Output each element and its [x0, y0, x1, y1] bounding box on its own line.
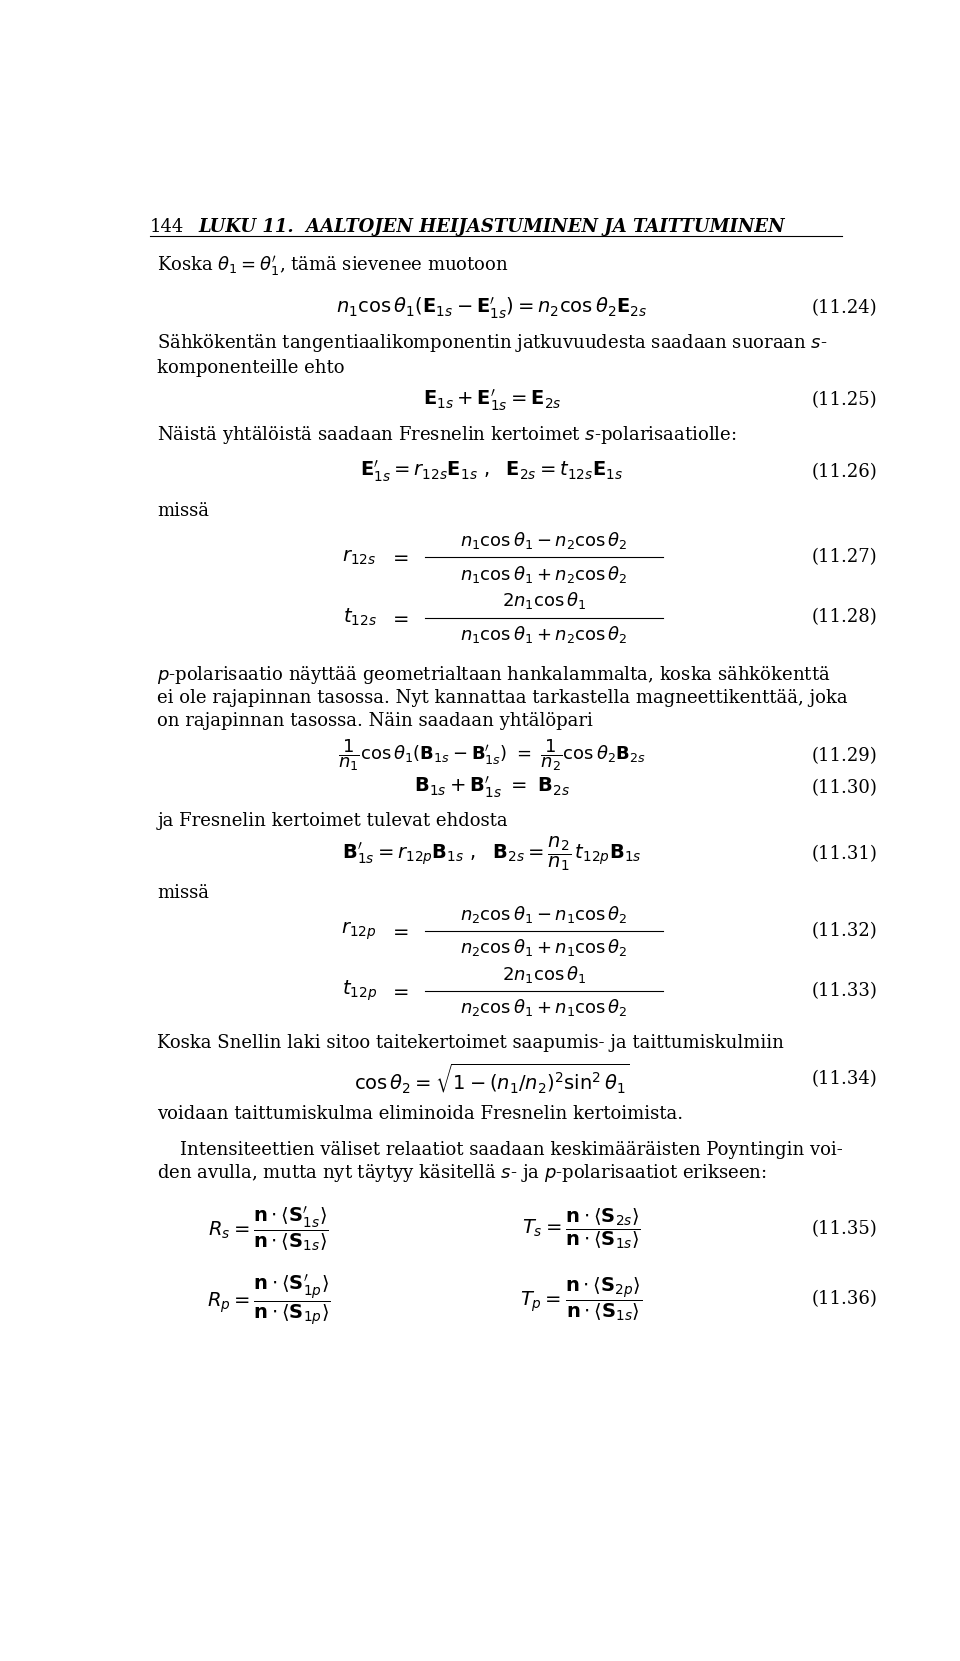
Text: (11.30): (11.30) — [812, 779, 877, 797]
Text: (11.33): (11.33) — [812, 982, 877, 1000]
Text: ei ole rajapinnan tasossa. Nyt kannattaa tarkastella magneettikenttää, joka: ei ole rajapinnan tasossa. Nyt kannattaa… — [157, 689, 848, 708]
Text: $\dfrac{1}{n_1}\cos\theta_1(\mathbf{B}_{1s} - \mathbf{B}_{1s}^{\prime})\ =\ \dfr: $\dfrac{1}{n_1}\cos\theta_1(\mathbf{B}_{… — [338, 737, 646, 774]
Text: $r_{12p}$: $r_{12p}$ — [341, 920, 376, 942]
Text: Sähkökentän tangentiaalikomponentin jatkuvuudesta saadaan suoraan $s$-: Sähkökentän tangentiaalikomponentin jatk… — [157, 332, 828, 354]
Text: $2n_1\cos\theta_1$: $2n_1\cos\theta_1$ — [502, 590, 587, 611]
Text: $n_2\cos\theta_1 + n_1\cos\theta_2$: $n_2\cos\theta_1 + n_1\cos\theta_2$ — [460, 937, 628, 958]
Text: $n_2\cos\theta_1 + n_1\cos\theta_2$: $n_2\cos\theta_1 + n_1\cos\theta_2$ — [460, 997, 628, 1018]
Text: $n_1\cos\theta_1 + n_2\cos\theta_2$: $n_1\cos\theta_1 + n_2\cos\theta_2$ — [460, 563, 628, 585]
Text: ja Fresnelin kertoimet tulevat ehdosta: ja Fresnelin kertoimet tulevat ehdosta — [157, 812, 508, 830]
Text: $R_s = \dfrac{\mathbf{n}\cdot\langle\mathbf{S}_{1s}^{\prime}\rangle}{\mathbf{n}\: $R_s = \dfrac{\mathbf{n}\cdot\langle\mat… — [208, 1204, 329, 1254]
Text: (11.32): (11.32) — [812, 922, 877, 940]
Text: $=$: $=$ — [389, 608, 409, 626]
Text: missä: missä — [157, 502, 209, 520]
Text: (11.36): (11.36) — [812, 1291, 877, 1309]
Text: missä: missä — [157, 884, 209, 902]
Text: $R_p = \dfrac{\mathbf{n}\cdot\langle\mathbf{S}_{1p}^{\prime}\rangle}{\mathbf{n}\: $R_p = \dfrac{\mathbf{n}\cdot\langle\mat… — [207, 1272, 330, 1327]
Text: $t_{12s}$: $t_{12s}$ — [343, 606, 376, 628]
Text: komponenteille ehto: komponenteille ehto — [157, 359, 345, 377]
Text: $t_{12p}$: $t_{12p}$ — [342, 978, 376, 1003]
Text: 144: 144 — [150, 219, 184, 236]
Text: (11.28): (11.28) — [812, 608, 877, 626]
Text: (11.25): (11.25) — [812, 390, 877, 409]
Text: on rajapinnan tasossa. Näin saadaan yhtälöpari: on rajapinnan tasossa. Näin saadaan yhtä… — [157, 713, 593, 731]
Text: $=$: $=$ — [389, 982, 409, 1000]
Text: $n_2\cos\theta_1 - n_1\cos\theta_2$: $n_2\cos\theta_1 - n_1\cos\theta_2$ — [460, 904, 628, 925]
Text: $n_1 \cos\theta_1(\mathbf{E}_{1s} - \mathbf{E}_{1s}^{\prime}) = n_2 \cos\theta_2: $n_1 \cos\theta_1(\mathbf{E}_{1s} - \mat… — [336, 296, 648, 321]
Text: (11.31): (11.31) — [812, 845, 877, 864]
Text: Koska Snellin laki sitoo taitekertoimet saapumis- ja taittumiskulmiin: Koska Snellin laki sitoo taitekertoimet … — [157, 1035, 784, 1053]
Text: $=$: $=$ — [389, 922, 409, 940]
Text: den avulla, mutta nyt täytyy käsitellä $s$- ja $p$-polarisaatiot erikseen:: den avulla, mutta nyt täytyy käsitellä $… — [157, 1161, 767, 1184]
Text: $p$-polarisaatio näyttää geometrialtaan hankalammalta, koska sähkökenttä: $p$-polarisaatio näyttää geometrialtaan … — [157, 664, 830, 686]
Text: $T_s = \dfrac{\mathbf{n}\cdot\langle\mathbf{S}_{2s}\rangle}{\mathbf{n}\cdot\lang: $T_s = \dfrac{\mathbf{n}\cdot\langle\mat… — [522, 1206, 640, 1251]
Text: (11.29): (11.29) — [812, 747, 877, 764]
Text: $=$: $=$ — [389, 548, 409, 566]
Text: $\mathbf{B}_{1s} + \mathbf{B}_{1s}^{\prime}\ =\ \mathbf{B}_{2s}$: $\mathbf{B}_{1s} + \mathbf{B}_{1s}^{\pri… — [414, 776, 570, 801]
Text: (11.24): (11.24) — [812, 299, 877, 317]
Text: $\mathbf{B}_{1s}^{\prime} = r_{12p}\mathbf{B}_{1s}\ ,\ \ \mathbf{B}_{2s} = \dfra: $\mathbf{B}_{1s}^{\prime} = r_{12p}\math… — [342, 835, 642, 874]
Text: Intensiteettien väliset relaatiot saadaan keskimääräisten Poyntingin voi-: Intensiteettien väliset relaatiot saadaa… — [157, 1141, 843, 1159]
Text: $n_1\cos\theta_1 - n_2\cos\theta_2$: $n_1\cos\theta_1 - n_2\cos\theta_2$ — [460, 530, 628, 551]
Text: $T_p = \dfrac{\mathbf{n}\cdot\langle\mathbf{S}_{2p}\rangle}{\mathbf{n}\cdot\lang: $T_p = \dfrac{\mathbf{n}\cdot\langle\mat… — [520, 1276, 642, 1322]
Text: Koska $\theta_1 = \theta_1^{\prime}$, tämä sievenee muotoon: Koska $\theta_1 = \theta_1^{\prime}$, tä… — [157, 254, 509, 277]
Text: (11.26): (11.26) — [812, 463, 877, 480]
Text: Näistä yhtälöistä saadaan Fresnelin kertoimet $s$-polarisaatiolle:: Näistä yhtälöistä saadaan Fresnelin kert… — [157, 424, 736, 445]
Text: LUKU 11.  AALTOJEN HEIJASTUMINEN JA TAITTUMINEN: LUKU 11. AALTOJEN HEIJASTUMINEN JA TAITT… — [199, 219, 785, 236]
Text: (11.27): (11.27) — [812, 548, 877, 566]
Text: $\mathbf{E}_{1s}^{\prime} = r_{12s}\mathbf{E}_{1s}\ ,\ \ \mathbf{E}_{2s} = t_{12: $\mathbf{E}_{1s}^{\prime} = r_{12s}\math… — [360, 458, 624, 485]
Text: $\mathbf{E}_{1s} + \mathbf{E}_{1s}^{\prime} = \mathbf{E}_{2s}$: $\mathbf{E}_{1s} + \mathbf{E}_{1s}^{\pri… — [422, 387, 562, 414]
Text: voidaan taittumiskulma eliminoida Fresnelin kertoimista.: voidaan taittumiskulma eliminoida Fresne… — [157, 1105, 684, 1123]
Text: $n_1\cos\theta_1 + n_2\cos\theta_2$: $n_1\cos\theta_1 + n_2\cos\theta_2$ — [460, 623, 628, 644]
Text: (11.35): (11.35) — [812, 1219, 877, 1237]
Text: $2n_1\cos\theta_1$: $2n_1\cos\theta_1$ — [502, 963, 587, 985]
Text: $r_{12s}$: $r_{12s}$ — [343, 548, 376, 566]
Text: (11.34): (11.34) — [812, 1070, 877, 1088]
Text: $\cos\theta_2 = \sqrt{1-(n_1/n_2)^2\sin^2\theta_1}$: $\cos\theta_2 = \sqrt{1-(n_1/n_2)^2\sin^… — [354, 1061, 630, 1096]
